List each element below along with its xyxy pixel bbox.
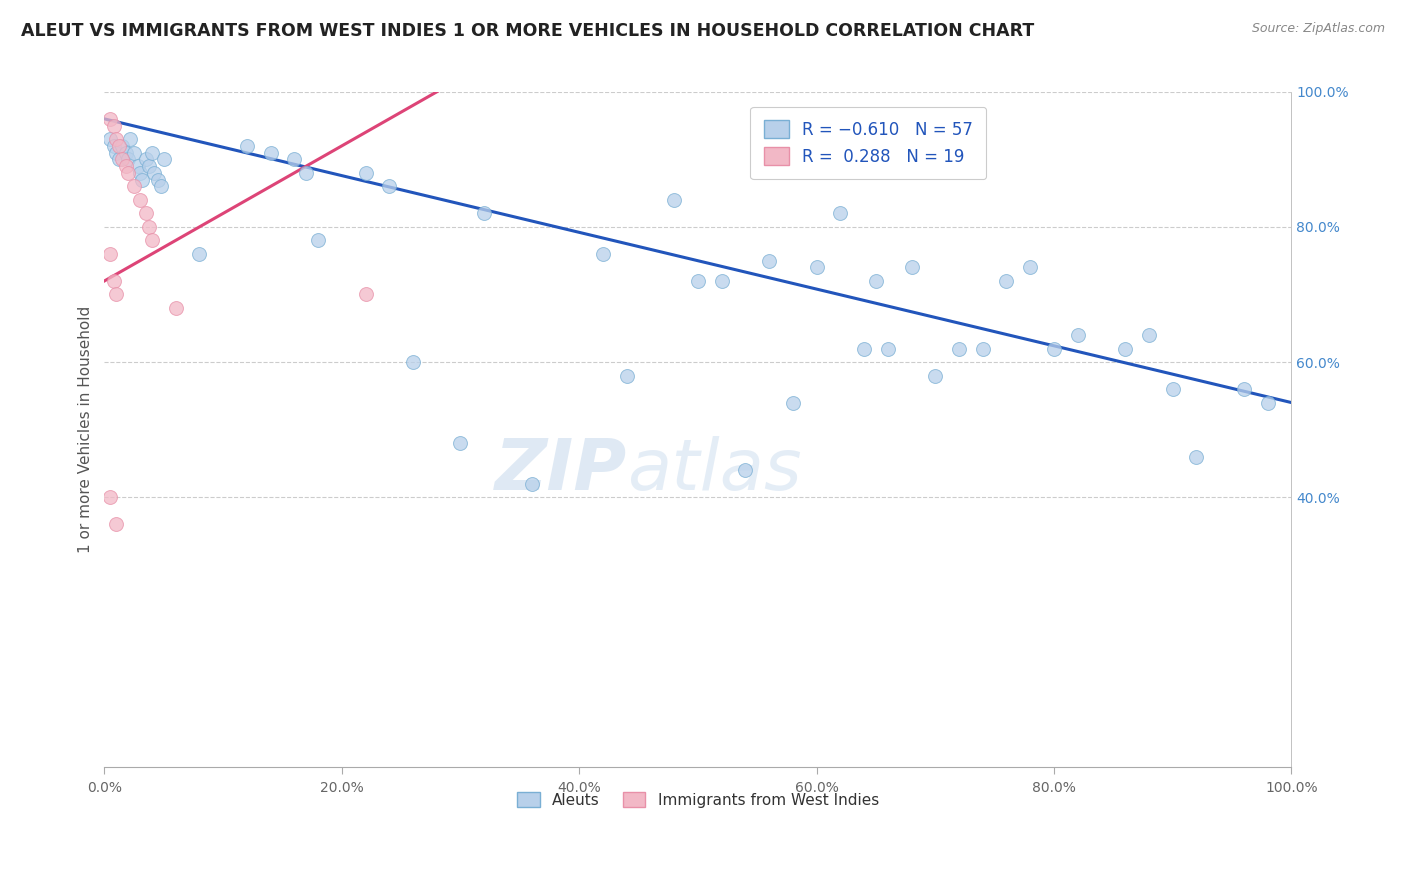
Point xyxy=(129,193,152,207)
Point xyxy=(972,342,994,356)
Point xyxy=(1233,382,1256,396)
Point xyxy=(105,517,128,532)
Point xyxy=(111,139,134,153)
Point xyxy=(865,274,887,288)
Point xyxy=(758,253,780,268)
Point xyxy=(138,219,160,234)
Point xyxy=(1257,395,1279,409)
Point xyxy=(662,193,685,207)
Point xyxy=(450,436,472,450)
Point xyxy=(295,166,318,180)
Point xyxy=(378,179,401,194)
Point xyxy=(135,206,157,220)
Point xyxy=(259,145,281,160)
Point xyxy=(107,139,129,153)
Y-axis label: 1 or more Vehicles in Household: 1 or more Vehicles in Household xyxy=(79,306,93,553)
Text: ZIP: ZIP xyxy=(495,435,627,505)
Point xyxy=(143,166,166,180)
Point xyxy=(1019,260,1042,275)
Point xyxy=(103,119,125,133)
Point xyxy=(710,274,733,288)
Point xyxy=(686,274,709,288)
Point xyxy=(138,159,160,173)
Point xyxy=(131,172,153,186)
Point xyxy=(107,153,129,167)
Point xyxy=(188,247,211,261)
Point xyxy=(111,153,134,167)
Point xyxy=(105,287,128,301)
Point xyxy=(105,145,128,160)
Point xyxy=(782,395,804,409)
Point xyxy=(122,179,145,194)
Point xyxy=(806,260,828,275)
Point xyxy=(1043,342,1066,356)
Point xyxy=(114,145,136,160)
Point xyxy=(734,463,756,477)
Point xyxy=(103,274,125,288)
Point xyxy=(127,159,149,173)
Point xyxy=(876,342,898,356)
Point xyxy=(354,166,377,180)
Text: ALEUT VS IMMIGRANTS FROM WEST INDIES 1 OR MORE VEHICLES IN HOUSEHOLD CORRELATION: ALEUT VS IMMIGRANTS FROM WEST INDIES 1 O… xyxy=(21,22,1035,40)
Point xyxy=(402,355,425,369)
Point xyxy=(472,206,495,220)
Text: Source: ZipAtlas.com: Source: ZipAtlas.com xyxy=(1251,22,1385,36)
Point xyxy=(114,159,136,173)
Text: atlas: atlas xyxy=(627,435,801,505)
Point xyxy=(236,139,259,153)
Point xyxy=(98,112,121,126)
Point xyxy=(129,166,152,180)
Point xyxy=(924,368,946,383)
Point xyxy=(146,172,169,186)
Point xyxy=(616,368,638,383)
Point xyxy=(1185,450,1208,464)
Point xyxy=(948,342,970,356)
Point xyxy=(117,166,139,180)
Point xyxy=(520,476,543,491)
Point xyxy=(105,132,128,146)
Point xyxy=(592,247,614,261)
Point xyxy=(98,247,121,261)
Point xyxy=(103,139,125,153)
Point xyxy=(165,301,187,315)
Point xyxy=(830,206,852,220)
Point xyxy=(141,234,163,248)
Point xyxy=(307,234,329,248)
Point xyxy=(120,132,142,146)
Point xyxy=(141,145,163,160)
Legend: Aleuts, Immigrants from West Indies: Aleuts, Immigrants from West Indies xyxy=(510,786,884,814)
Point xyxy=(1114,342,1136,356)
Point xyxy=(150,179,173,194)
Point xyxy=(354,287,377,301)
Point xyxy=(135,153,157,167)
Point xyxy=(117,153,139,167)
Point xyxy=(283,153,305,167)
Point xyxy=(98,490,121,504)
Point xyxy=(853,342,876,356)
Point xyxy=(98,132,121,146)
Point xyxy=(995,274,1018,288)
Point xyxy=(152,153,174,167)
Point xyxy=(900,260,922,275)
Point xyxy=(1161,382,1184,396)
Point xyxy=(1066,328,1088,343)
Point xyxy=(122,145,145,160)
Point xyxy=(1137,328,1160,343)
